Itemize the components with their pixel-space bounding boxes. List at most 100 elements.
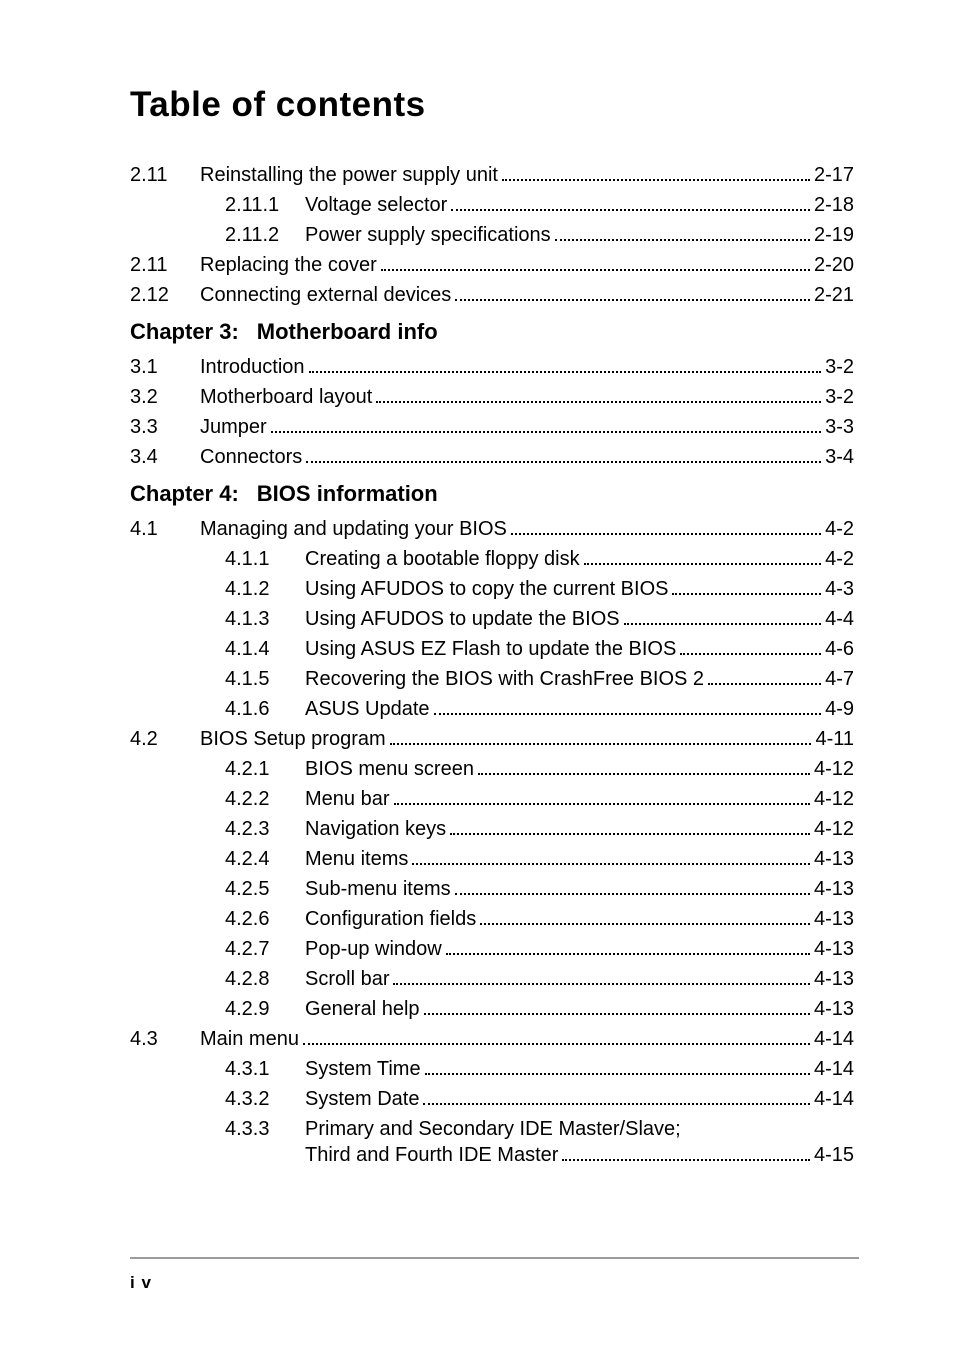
- toc-label: Using AFUDOS to copy the current BIOS: [305, 579, 668, 599]
- toc-number: 4.1.2: [225, 579, 305, 599]
- toc-label: Jumper: [200, 417, 267, 437]
- toc-dots: [271, 431, 821, 433]
- toc-label: Recovering the BIOS with CrashFree BIOS …: [305, 669, 704, 689]
- toc-label: Menu items: [305, 849, 408, 869]
- toc-number: 4.3.2: [225, 1089, 305, 1109]
- toc-page: 4-12: [814, 789, 854, 809]
- toc-row: 2.11Replacing the cover2-20: [130, 255, 854, 275]
- toc-page: 4-2: [825, 549, 854, 569]
- chapter-heading: Chapter 3:Motherboard info: [130, 321, 854, 343]
- toc-number: 4.2.9: [225, 999, 305, 1019]
- toc-dots: [394, 803, 810, 805]
- toc-row: 4.1Managing and updating your BIOS4-2: [130, 519, 854, 539]
- toc-dots: [680, 653, 821, 655]
- toc-label: BIOS Setup program: [200, 729, 386, 749]
- toc-number: 4.3.1: [225, 1059, 305, 1079]
- toc-row: 4.1.6ASUS Update4-9: [130, 699, 854, 719]
- toc-number: 4.1: [130, 519, 200, 539]
- toc-label: Reinstalling the power supply unit: [200, 165, 498, 185]
- chapter-heading: Chapter 4:BIOS information: [130, 483, 854, 505]
- toc-label: Navigation keys: [305, 819, 446, 839]
- toc-dots: [584, 563, 821, 565]
- toc-row: 4.2.8Scroll bar4-13: [130, 969, 854, 989]
- toc-label: Menu bar: [305, 789, 390, 809]
- toc-row: 4.3Main menu4-14: [130, 1029, 854, 1049]
- page-title: Table of contents: [130, 85, 854, 125]
- toc-page: 4-12: [814, 759, 854, 779]
- toc-page: 4-9: [825, 699, 854, 719]
- toc-page: 4-13: [814, 969, 854, 989]
- toc-row: 4.3.1System Time 4-14: [130, 1059, 854, 1079]
- toc-dots: [306, 461, 821, 463]
- toc-number: 4.2: [130, 729, 200, 749]
- toc-page: 4-11: [815, 729, 854, 749]
- toc-row: 4.1.2Using AFUDOS to copy the current BI…: [130, 579, 854, 599]
- toc-dots: [672, 593, 821, 595]
- toc-number: 4.2.4: [225, 849, 305, 869]
- toc-page: 4-14: [814, 1089, 854, 1109]
- toc-dots: [434, 713, 822, 715]
- toc-dots: [708, 683, 821, 685]
- toc-row: 4.2.4Menu items4-13: [130, 849, 854, 869]
- toc-dots: [423, 1103, 809, 1105]
- chapter-number: Chapter 3:: [130, 321, 239, 343]
- toc-page: 4-4: [825, 609, 854, 629]
- toc-number: 4.2.3: [225, 819, 305, 839]
- toc-label: Primary and Secondary IDE Master/Slave;T…: [305, 1119, 854, 1165]
- toc-number: 4.3.3: [225, 1119, 305, 1139]
- toc-page: 4-6: [825, 639, 854, 659]
- toc-page: 4-14: [814, 1029, 854, 1049]
- toc-page: 4-13: [814, 909, 854, 929]
- toc-number: 3.2: [130, 387, 200, 407]
- toc-label: Using ASUS EZ Flash to update the BIOS: [305, 639, 676, 659]
- toc-dots: [450, 833, 810, 835]
- toc-row: 4.3.2System Date4-14: [130, 1089, 854, 1109]
- toc-row: 3.1Introduction3-2: [130, 357, 854, 377]
- toc-page: 2-21: [814, 285, 854, 305]
- toc-dots: [425, 1073, 810, 1075]
- toc-page: 4-7: [825, 669, 854, 689]
- toc-row: 4.2.3Navigation keys 4-12: [130, 819, 854, 839]
- toc-label: BIOS menu screen: [305, 759, 474, 779]
- toc-label: Connecting external devices: [200, 285, 451, 305]
- toc-page: 2-18: [814, 195, 854, 215]
- toc-page: 2-19: [814, 225, 854, 245]
- toc-page: 4-12: [814, 819, 854, 839]
- toc-label: Introduction: [200, 357, 305, 377]
- toc-dots: [511, 533, 821, 535]
- footer-page-number: i v: [130, 1273, 152, 1293]
- toc-page: 4-15: [814, 1145, 854, 1165]
- toc-number: 4.1.5: [225, 669, 305, 689]
- toc-page: 3-2: [825, 357, 854, 377]
- toc-page: 4-14: [814, 1059, 854, 1079]
- toc-dots: [562, 1159, 810, 1161]
- toc-dots: [393, 983, 809, 985]
- toc-label: Power supply specifications: [305, 225, 551, 245]
- toc-row: 4.2.9General help4-13: [130, 999, 854, 1019]
- toc-dots: [480, 923, 810, 925]
- toc-row: 4.1.1Creating a bootable floppy disk 4-2: [130, 549, 854, 569]
- toc-label: Main menu: [200, 1029, 299, 1049]
- toc-number: 4.2.2: [225, 789, 305, 809]
- toc-dots: [376, 401, 821, 403]
- toc-label: Sub-menu items: [305, 879, 451, 899]
- toc-row: 4.1.5Recovering the BIOS with CrashFree …: [130, 669, 854, 689]
- toc-number: 4.1.6: [225, 699, 305, 719]
- footer-divider: [130, 1257, 859, 1259]
- toc-row: 3.4Connectors3-4: [130, 447, 854, 467]
- toc-label: System Time: [305, 1059, 421, 1079]
- toc-label: Creating a bootable floppy disk: [305, 549, 580, 569]
- toc-dots: [303, 1043, 810, 1045]
- toc-label: Managing and updating your BIOS: [200, 519, 507, 539]
- page: Table of contents 2.11Reinstalling the p…: [0, 0, 954, 1351]
- toc-page: 4-3: [825, 579, 854, 599]
- toc-number: 4.1.1: [225, 549, 305, 569]
- toc-row: 3.2Motherboard layout3-2: [130, 387, 854, 407]
- toc-number: 4.2.7: [225, 939, 305, 959]
- toc-row: 2.11.1Voltage selector2-18: [130, 195, 854, 215]
- toc-dots: [390, 743, 812, 745]
- toc-page: 3-3: [825, 417, 854, 437]
- toc-page: 3-2: [825, 387, 854, 407]
- toc-number: 2.11.2: [225, 225, 305, 245]
- toc-row: 2.12Connecting external devices2-21: [130, 285, 854, 305]
